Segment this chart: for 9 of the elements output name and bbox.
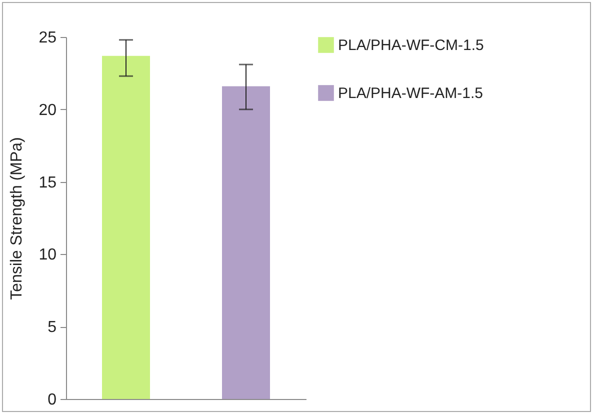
y-tick-label: 10 — [38, 246, 57, 264]
legend-label: PLA/PHA-WF-CM-1.5 — [338, 37, 484, 54]
y-axis-title: Tensile Strength (MPa) — [8, 137, 26, 300]
y-tick-label: 20 — [38, 102, 57, 119]
y-tick-label: 5 — [48, 319, 57, 336]
y-tick-label: 0 — [48, 392, 57, 408]
y-tick-label: 25 — [38, 30, 57, 46]
y-tick-label: 15 — [38, 174, 57, 192]
legend-label: PLA/PHA-WF-AM-1.5 — [338, 85, 484, 102]
